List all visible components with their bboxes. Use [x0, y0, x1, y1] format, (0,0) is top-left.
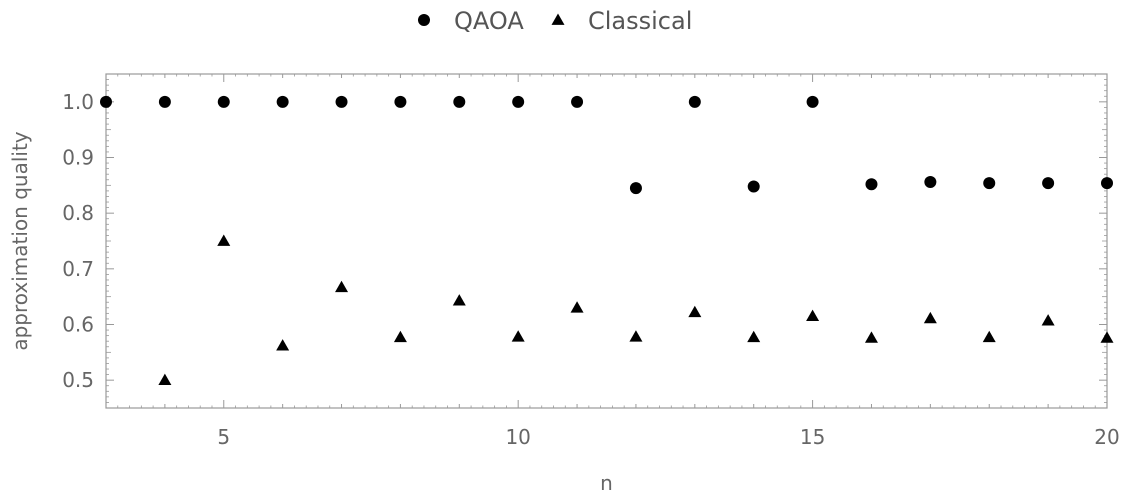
legend-item-classical: Classical	[551, 7, 692, 35]
x-axis-label: n	[600, 471, 613, 495]
qaoa-point	[629, 182, 642, 195]
qaoa-point	[924, 175, 937, 188]
qaoa-point	[100, 95, 112, 108]
legend-marker-triangle	[551, 13, 565, 25]
qaoa-point	[1042, 177, 1055, 190]
x-tick-label: 5	[217, 425, 230, 449]
qaoa-point	[865, 178, 878, 191]
legend-item-qaoa: QAOA	[418, 7, 524, 35]
qaoa-point	[1101, 177, 1113, 190]
y-tick-label: 0.7	[62, 257, 94, 281]
qaoa-point	[806, 95, 819, 108]
qaoa-point	[571, 95, 584, 108]
y-tick-label: 0.6	[62, 313, 94, 337]
series-classical	[158, 234, 1114, 386]
classical-point	[923, 311, 937, 324]
y-tick-label: 0.5	[62, 368, 94, 392]
qaoa-point	[983, 177, 996, 190]
classical-point	[276, 339, 290, 351]
legend-label: Classical	[588, 7, 692, 35]
x-tick-label: 10	[505, 425, 530, 449]
x-tick-label: 20	[1094, 425, 1119, 449]
classical-point	[570, 301, 584, 313]
qaoa-point	[217, 95, 230, 108]
legend: QAOA Classical	[418, 7, 692, 35]
axis-ticks: 5 10 15 20 0.5 0.6 0.7 0.8 0.9 1.0	[62, 73, 1120, 449]
y-axis-label: approximation quality	[8, 131, 32, 350]
classical-point	[982, 330, 996, 343]
qaoa-point	[276, 95, 289, 108]
qaoa-point	[512, 95, 525, 108]
qaoa-point	[747, 180, 760, 193]
y-tick-label: 0.9	[62, 146, 94, 170]
classical-point	[1100, 331, 1114, 343]
classical-point	[806, 309, 820, 322]
classical-point	[335, 280, 349, 293]
qaoa-point	[453, 95, 466, 108]
y-tick-label: 1.0	[62, 90, 94, 114]
classical-point	[511, 330, 525, 342]
qaoa-point	[158, 95, 171, 108]
x-tick-label: 15	[800, 425, 825, 449]
classical-point	[747, 330, 761, 343]
classical-point	[864, 331, 878, 343]
classical-point	[688, 305, 702, 318]
qaoa-point	[335, 95, 348, 108]
data-points	[100, 95, 1114, 386]
classical-point	[629, 330, 643, 342]
classical-point	[393, 330, 407, 343]
y-tick-label: 0.8	[62, 201, 94, 225]
legend-label: QAOA	[454, 7, 524, 35]
legend-marker-circle	[418, 14, 430, 26]
plot-frame	[105, 73, 1108, 409]
classical-point	[1041, 314, 1055, 326]
classical-point	[217, 234, 231, 246]
qaoa-point	[394, 95, 407, 108]
qaoa-point	[688, 95, 701, 108]
classical-point	[158, 373, 172, 386]
series-qaoa	[100, 95, 1113, 195]
classical-point	[452, 294, 466, 306]
